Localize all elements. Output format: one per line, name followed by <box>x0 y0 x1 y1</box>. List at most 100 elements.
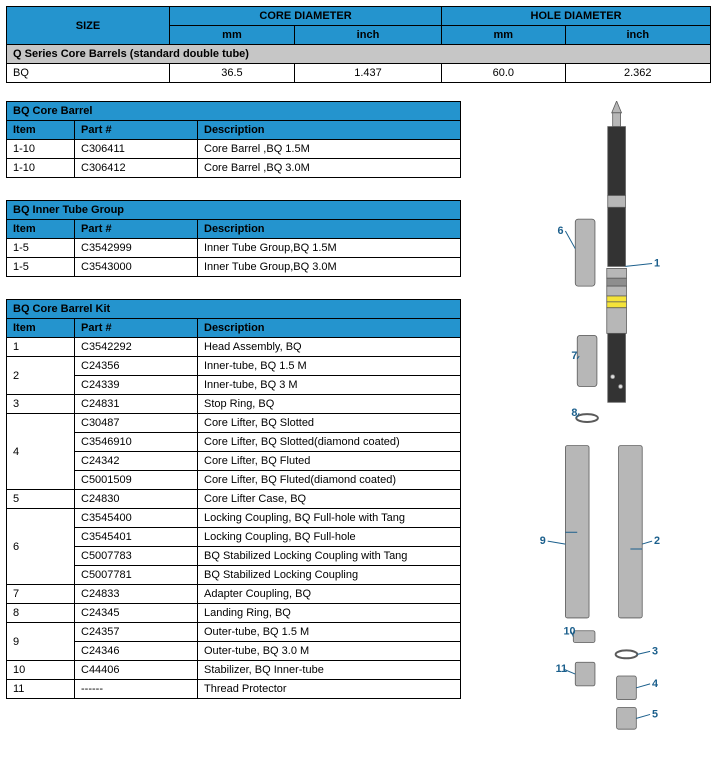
cell-part: C3543000 <box>75 258 198 277</box>
cell-part: ------ <box>75 680 198 699</box>
inner-tube-table: BQ Inner Tube Group Item Part # Descript… <box>6 200 461 277</box>
cell-item: 3 <box>7 395 75 414</box>
table-row: 9C24357Outer-tube, BQ 1.5 M <box>7 623 461 642</box>
svg-text:3: 3 <box>652 645 658 657</box>
cell-part: C24356 <box>75 357 198 376</box>
svg-text:4: 4 <box>652 678 658 690</box>
table-row: C24342Core Lifter, BQ Fluted <box>7 452 461 471</box>
cell-part: C24830 <box>75 490 198 509</box>
cell-desc: Stop Ring, BQ <box>198 395 461 414</box>
size-header: SIZE <box>7 7 170 45</box>
table-row: 6C3545400Locking Coupling, BQ Full-hole … <box>7 509 461 528</box>
table-row: 4C30487Core Lifter, BQ Slotted <box>7 414 461 433</box>
cell-item: 10 <box>7 661 75 680</box>
table-row: C5007783BQ Stabilized Locking Coupling w… <box>7 547 461 566</box>
cell-desc: Locking Coupling, BQ Full-hole with Tang <box>198 509 461 528</box>
cell-item: 6 <box>7 509 75 585</box>
it-desc-header: Description <box>198 220 461 239</box>
core-mm-value: 36.5 <box>170 64 295 83</box>
table-row: C24346Outer-tube, BQ 3.0 M <box>7 642 461 661</box>
cell-part: C5001509 <box>75 471 198 490</box>
hole-mm-value: 60.0 <box>442 64 565 83</box>
cell-desc: BQ Stabilized Locking Coupling <box>198 566 461 585</box>
table-row: C3546910Core Lifter, BQ Slotted(diamond … <box>7 433 461 452</box>
cell-desc: Thread Protector <box>198 680 461 699</box>
cell-desc: Adapter Coupling, BQ <box>198 585 461 604</box>
cell-desc: Core Lifter, BQ Fluted(diamond coated) <box>198 471 461 490</box>
core-barrel-table: BQ Core Barrel Item Part # Description 1… <box>6 101 461 178</box>
core-inch-header: inch <box>294 26 441 45</box>
cell-desc: Outer-tube, BQ 1.5 M <box>198 623 461 642</box>
exploded-diagram: 1 6 7 8 9 2 10 3 11 4 5 <box>473 101 711 744</box>
cell-part: C24833 <box>75 585 198 604</box>
cell-part: C24339 <box>75 376 198 395</box>
hole-mm-header: mm <box>442 26 565 45</box>
table-row: 8C24345Landing Ring, BQ <box>7 604 461 623</box>
svg-text:10: 10 <box>563 626 575 638</box>
table-row: C3545401Locking Coupling, BQ Full-hole <box>7 528 461 547</box>
kit-item-header: Item <box>7 319 75 338</box>
cell-desc: Core Lifter, BQ Slotted <box>198 414 461 433</box>
cell-item: 1-10 <box>7 159 75 178</box>
cb-item-header: Item <box>7 121 75 140</box>
svg-text:7: 7 <box>571 350 577 362</box>
cell-item: 5 <box>7 490 75 509</box>
cell-part: C3542999 <box>75 239 198 258</box>
svg-text:2: 2 <box>654 535 660 547</box>
cell-part: C3542292 <box>75 338 198 357</box>
cell-desc: Head Assembly, BQ <box>198 338 461 357</box>
inner-tube-title: BQ Inner Tube Group <box>7 201 461 220</box>
svg-text:6: 6 <box>558 225 564 237</box>
hole-diameter-header: HOLE DIAMETER <box>442 7 711 26</box>
table-row: 1-10C306411Core Barrel ,BQ 1.5M <box>7 140 461 159</box>
svg-text:8: 8 <box>571 407 577 419</box>
cell-item: 1-5 <box>7 258 75 277</box>
cb-desc-header: Description <box>198 121 461 140</box>
table-row: 1-5C3542999Inner Tube Group,BQ 1.5M <box>7 239 461 258</box>
core-barrel-title: BQ Core Barrel <box>7 102 461 121</box>
kit-title: BQ Core Barrel Kit <box>7 300 461 319</box>
series-title: Q Series Core Barrels (standard double t… <box>7 45 711 64</box>
kit-desc-header: Description <box>198 319 461 338</box>
cell-desc: Inner Tube Group,BQ 1.5M <box>198 239 461 258</box>
cell-part: C306412 <box>75 159 198 178</box>
cell-item: 1 <box>7 338 75 357</box>
cell-desc: BQ Stabilized Locking Coupling with Tang <box>198 547 461 566</box>
cell-part: C3545400 <box>75 509 198 528</box>
svg-text:11: 11 <box>556 663 567 675</box>
cell-part: C44406 <box>75 661 198 680</box>
cell-item: 1-10 <box>7 140 75 159</box>
cell-item: 9 <box>7 623 75 661</box>
it-item-header: Item <box>7 220 75 239</box>
kit-table: BQ Core Barrel Kit Item Part # Descripti… <box>6 299 461 699</box>
cell-item: 11 <box>7 680 75 699</box>
svg-text:1: 1 <box>654 257 660 269</box>
cell-desc: Core Lifter Case, BQ <box>198 490 461 509</box>
cell-part: C24342 <box>75 452 198 471</box>
core-inch-value: 1.437 <box>294 64 441 83</box>
table-row: C24339Inner-tube, BQ 3 M <box>7 376 461 395</box>
table-row: 2C24356Inner-tube, BQ 1.5 M <box>7 357 461 376</box>
cell-item: 2 <box>7 357 75 395</box>
cell-item: 8 <box>7 604 75 623</box>
kit-part-header: Part # <box>75 319 198 338</box>
cell-desc: Core Barrel ,BQ 1.5M <box>198 140 461 159</box>
cell-desc: Core Lifter, BQ Fluted <box>198 452 461 471</box>
cell-part: C24357 <box>75 623 198 642</box>
core-mm-header: mm <box>170 26 295 45</box>
table-row: C5007781BQ Stabilized Locking Coupling <box>7 566 461 585</box>
cell-part: C24831 <box>75 395 198 414</box>
svg-text:9: 9 <box>540 535 546 547</box>
cell-desc: Stabilizer, BQ Inner-tube <box>198 661 461 680</box>
cell-part: C5007781 <box>75 566 198 585</box>
cell-desc: Landing Ring, BQ <box>198 604 461 623</box>
cell-desc: Core Lifter, BQ Slotted(diamond coated) <box>198 433 461 452</box>
cell-part: C24346 <box>75 642 198 661</box>
cell-item: 1-5 <box>7 239 75 258</box>
table-row: 5C24830Core Lifter Case, BQ <box>7 490 461 509</box>
cell-desc: Inner-tube, BQ 3 M <box>198 376 461 395</box>
size-value: BQ <box>7 64 170 83</box>
svg-text:5: 5 <box>652 708 658 720</box>
cb-part-header: Part # <box>75 121 198 140</box>
it-part-header: Part # <box>75 220 198 239</box>
